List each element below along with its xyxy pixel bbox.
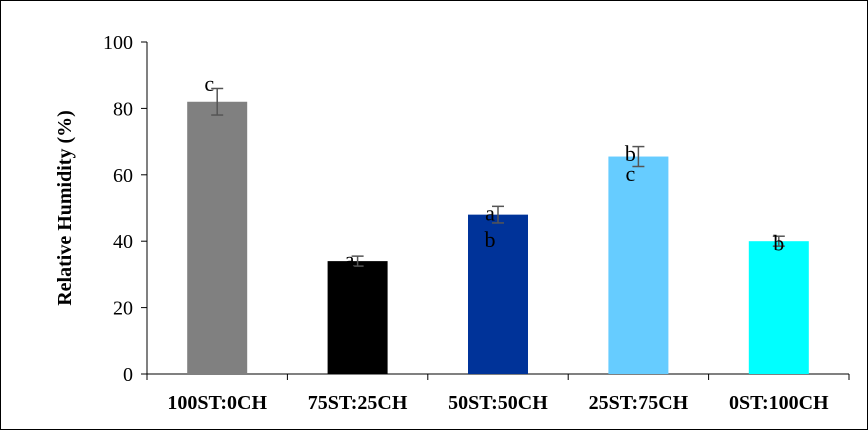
error-bar: [351, 255, 364, 267]
y-tick-label: 0: [123, 364, 133, 386]
x-tick-label: 75ST:25CH: [308, 392, 408, 414]
error-bar: [492, 205, 504, 224]
error-bar: [632, 145, 645, 168]
significance-letter: c: [204, 71, 214, 96]
y-tick-label: 80: [113, 98, 133, 120]
y-tick-label: 20: [113, 298, 133, 320]
significance-letter: b: [625, 141, 636, 166]
significance-letter: b: [485, 227, 496, 252]
bar: [468, 214, 528, 374]
y-tick-label: 60: [113, 165, 133, 187]
bars: [187, 101, 809, 374]
y-axis-title: Relative Humidity (%): [54, 110, 76, 306]
tick-labels: 0 20 40 60 80 100 100ST:0CH 75ST:25CH 50ST:50CH 2…: [103, 32, 829, 414]
error-bar: [772, 235, 785, 247]
y-tick-label: 40: [113, 231, 133, 253]
error-bars: [211, 87, 785, 267]
significance-letter: a: [345, 247, 355, 272]
bar: [187, 101, 248, 374]
y-tick-label: 100: [103, 32, 133, 54]
significance-letter: a: [485, 201, 495, 226]
x-tick-label: 100ST:0CH: [167, 392, 267, 414]
bar: [608, 156, 669, 374]
bar: [748, 241, 809, 374]
error-bar: [211, 87, 224, 116]
significance-letter: c: [626, 161, 636, 186]
bar: [327, 261, 388, 374]
x-tick-label: 25ST:75CH: [589, 392, 689, 414]
x-tick-label: 50ST:50CH: [448, 392, 548, 414]
x-tick-label: 0ST:100CH: [729, 392, 829, 414]
significance-letter: b: [773, 231, 784, 256]
